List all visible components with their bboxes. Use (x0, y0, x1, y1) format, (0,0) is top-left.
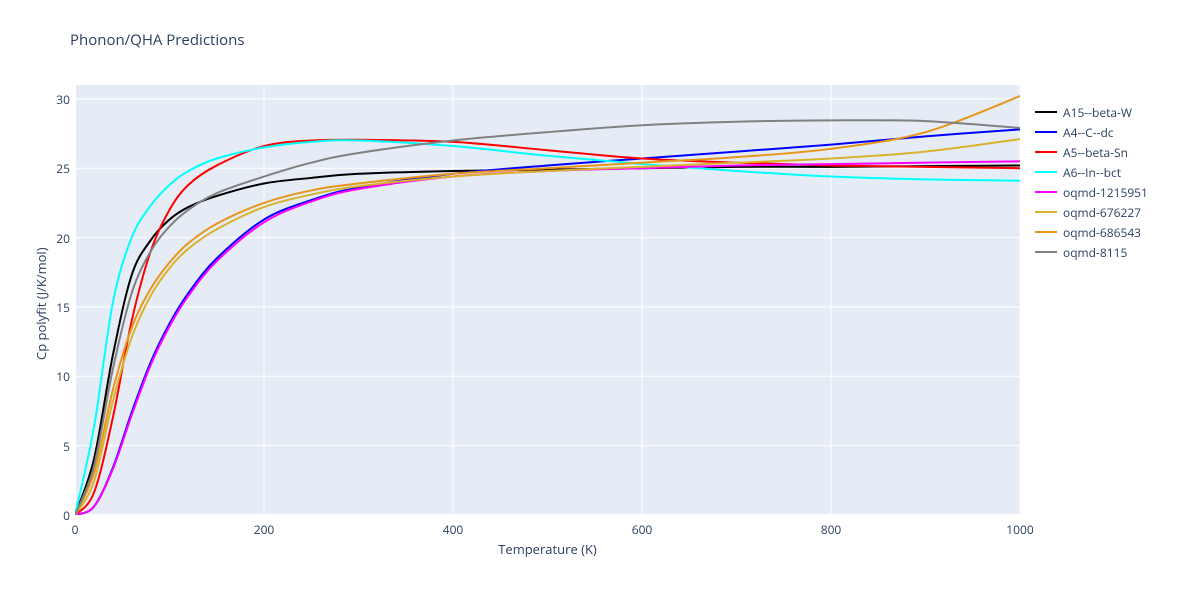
series-line[interactable] (75, 120, 1020, 515)
y-tick-label: 5 (40, 438, 70, 455)
y-tick-label: 30 (40, 91, 70, 108)
legend-label: oqmd-686543 (1063, 224, 1141, 241)
legend-label: A6--In--bct (1063, 164, 1121, 181)
y-tick-label: 0 (40, 507, 70, 524)
legend-swatch (1035, 151, 1057, 153)
legend-label: A15--beta-W (1063, 104, 1132, 121)
y-tick-label: 10 (40, 368, 70, 385)
legend-swatch (1035, 131, 1057, 133)
legend-item[interactable]: A15--beta-W (1035, 102, 1148, 122)
x-axis-label: Temperature (K) (75, 540, 1020, 558)
legend-swatch (1035, 231, 1057, 233)
legend-swatch (1035, 211, 1057, 213)
series-line[interactable] (75, 129, 1020, 515)
series-line[interactable] (75, 161, 1020, 515)
legend-item[interactable]: A5--beta-Sn (1035, 142, 1148, 162)
legend-swatch (1035, 171, 1057, 173)
legend-item[interactable]: A4--C--dc (1035, 122, 1148, 142)
legend: A15--beta-W A4--C--dc A5--beta-Sn A6--In--b… (1035, 102, 1148, 262)
x-tick-label: 200 (244, 521, 284, 538)
x-tick-label: 800 (811, 521, 851, 538)
legend-item[interactable]: oqmd-8115 (1035, 242, 1148, 262)
legend-swatch (1035, 111, 1057, 113)
y-tick-label: 25 (40, 160, 70, 177)
legend-label: A5--beta-Sn (1063, 144, 1128, 161)
legend-label: oqmd-676227 (1063, 204, 1141, 221)
legend-item[interactable]: oqmd-1215951 (1035, 182, 1148, 202)
legend-label: oqmd-8115 (1063, 244, 1127, 261)
chart-container: Phonon/QHA Predictions 0 200 400 600 800 1000… (0, 0, 1200, 600)
y-axis-label: Cp polyfit (J/K/mol) (32, 247, 50, 360)
y-tick-label: 20 (40, 230, 70, 247)
legend-swatch (1035, 251, 1057, 253)
x-tick-label: 600 (622, 521, 662, 538)
legend-item[interactable]: oqmd-676227 (1035, 202, 1148, 222)
x-tick-label: 400 (433, 521, 473, 538)
legend-item[interactable]: A6--In--bct (1035, 162, 1148, 182)
legend-item[interactable]: oqmd-686543 (1035, 222, 1148, 242)
x-tick-label: 1000 (1000, 521, 1040, 538)
series-line[interactable] (75, 165, 1020, 515)
legend-label: oqmd-1215951 (1063, 184, 1148, 201)
chart-title: Phonon/QHA Predictions (70, 30, 245, 50)
legend-swatch (1035, 191, 1057, 193)
plot-area (75, 85, 1020, 515)
legend-label: A4--C--dc (1063, 124, 1114, 141)
plot-svg (75, 85, 1020, 515)
